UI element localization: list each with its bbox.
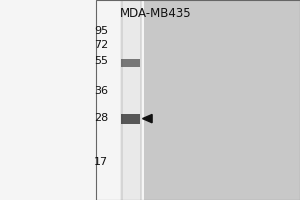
Bar (121, 114, 140, 124)
Bar (121, 59, 140, 67)
Text: 28: 28 (94, 113, 108, 123)
Bar (0, 0, 144, 200)
Bar (121, 0, 123, 200)
Text: 55: 55 (94, 56, 108, 66)
Bar (144, 0, 300, 200)
Polygon shape (142, 114, 152, 123)
Text: 17: 17 (94, 157, 108, 167)
Bar (96, 0, 300, 200)
Bar (140, 0, 142, 200)
Text: 36: 36 (94, 86, 108, 96)
Bar (120, 0, 141, 200)
Text: MDA-MB435: MDA-MB435 (120, 7, 192, 20)
Text: 72: 72 (94, 40, 108, 50)
Text: 95: 95 (94, 26, 108, 36)
